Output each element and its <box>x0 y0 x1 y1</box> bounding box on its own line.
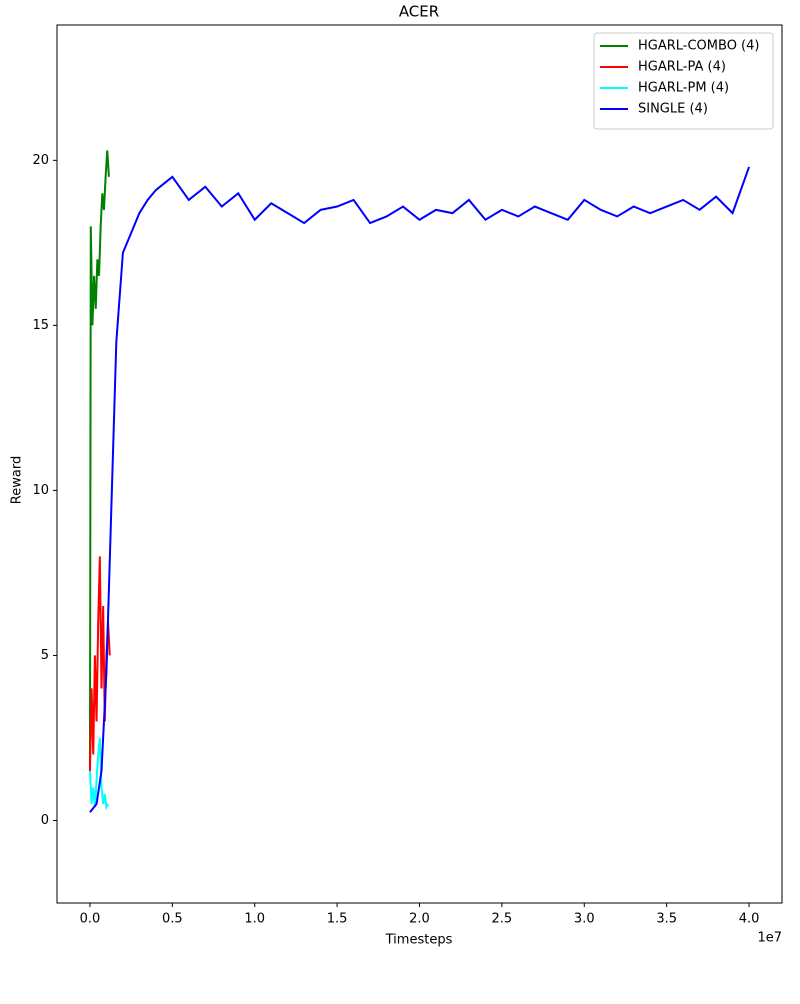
legend-label: HGARL-COMBO (4) <box>638 39 759 54</box>
y-tick-label: 20 <box>32 153 49 168</box>
y-tick-label: 0 <box>41 813 49 828</box>
x-tick-label: 2.0 <box>409 912 430 927</box>
x-axis-label: Timesteps <box>385 933 453 948</box>
x-tick-label: 1.0 <box>244 912 265 927</box>
y-tick-label: 5 <box>41 648 49 663</box>
series-line <box>89 166 750 813</box>
y-axis-label: Reward <box>10 456 25 504</box>
y-tick-label: 10 <box>32 483 49 498</box>
x-tick-label: 0.0 <box>80 912 101 927</box>
x-tick-label: 3.5 <box>656 912 677 927</box>
legend-label: HGARL-PA (4) <box>638 60 726 75</box>
x-offset-label: 1e7 <box>757 931 782 946</box>
y-tick-label: 15 <box>32 318 49 333</box>
x-tick-label: 4.0 <box>739 912 760 927</box>
series-line <box>88 737 109 811</box>
x-tick-label: 3.0 <box>574 912 595 927</box>
x-tick-label: 2.5 <box>492 912 513 927</box>
plot-frame <box>56 24 783 904</box>
x-tick-label: 1.5 <box>327 912 348 927</box>
legend-label: HGARL-PM (4) <box>638 81 729 96</box>
chart-title: ACER <box>399 3 439 21</box>
legend-box <box>593 32 774 130</box>
legend-label: SINGLE (4) <box>638 102 708 117</box>
series-line <box>88 150 110 771</box>
x-tick-label: 0.5 <box>162 912 183 927</box>
